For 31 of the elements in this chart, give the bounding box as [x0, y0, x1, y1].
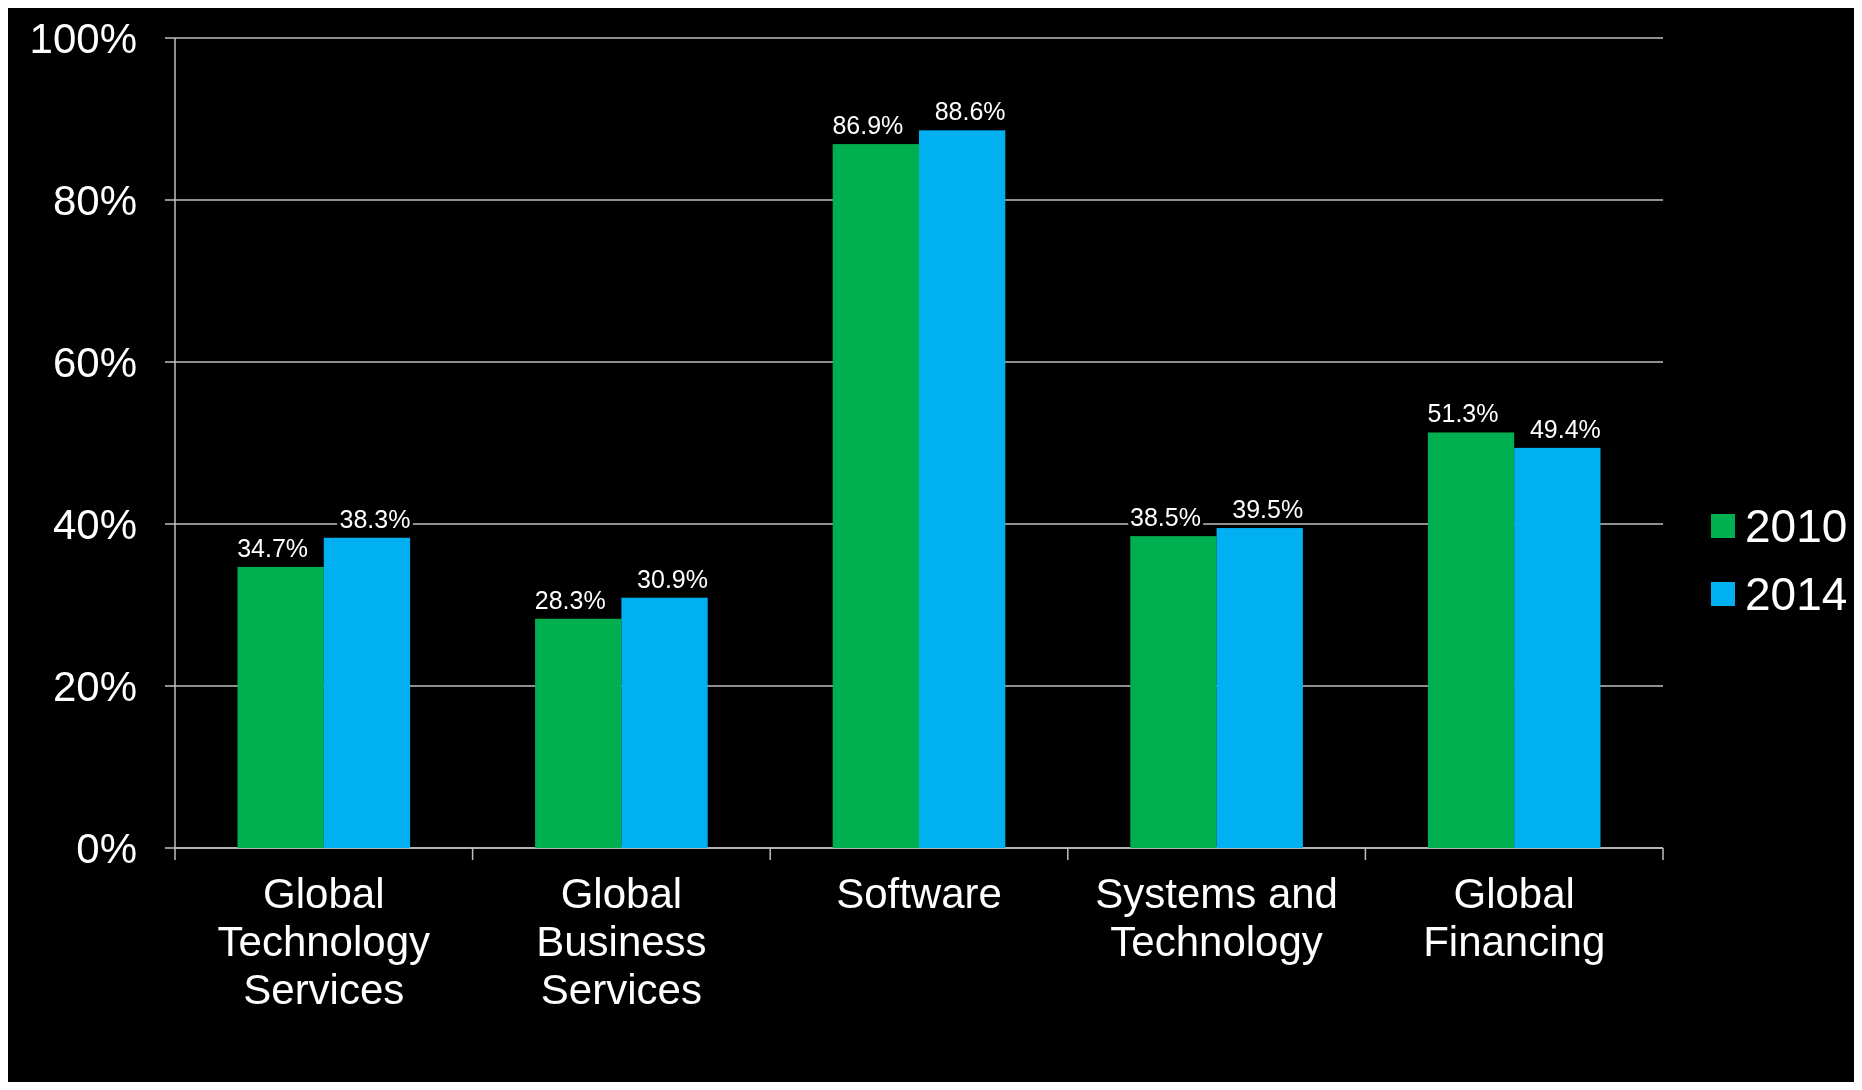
y-tick-label: 0% — [76, 824, 137, 872]
y-tick-label: 20% — [52, 662, 137, 710]
data-label: 51.3% — [1427, 399, 1499, 428]
y-tick-label: 100% — [29, 14, 137, 62]
x-tick-label: Systems and Technology — [1095, 870, 1338, 965]
bar — [621, 597, 708, 848]
legend-label: 2010 — [1745, 500, 1848, 553]
x-tick-label: Global Technology Services — [217, 870, 431, 1013]
data-label: 49.4% — [1529, 414, 1601, 443]
y-tick-label: 60% — [52, 338, 137, 386]
bar — [1514, 447, 1601, 848]
x-tick-label: Global Business Services — [536, 870, 707, 1013]
bar — [1216, 528, 1303, 848]
data-label: 34.7% — [237, 533, 309, 562]
data-label: 39.5% — [1232, 495, 1304, 524]
bar — [323, 537, 411, 848]
data-label: 30.9% — [637, 564, 708, 593]
y-tick-label: 80% — [52, 176, 137, 224]
data-label: 88.6% — [934, 97, 1006, 126]
bar — [1130, 536, 1217, 848]
legend-label: 2014 — [1745, 568, 1848, 621]
bar — [919, 130, 1006, 848]
y-tick-label: 40% — [52, 500, 137, 548]
x-tick-label: Global Financing — [1423, 870, 1606, 965]
bar — [1427, 432, 1515, 848]
bar — [535, 618, 622, 848]
bar — [237, 566, 324, 848]
bar — [832, 144, 919, 848]
data-label: 86.9% — [832, 111, 904, 140]
x-tick-label: Software — [836, 870, 1002, 917]
data-label: 28.3% — [534, 585, 606, 614]
